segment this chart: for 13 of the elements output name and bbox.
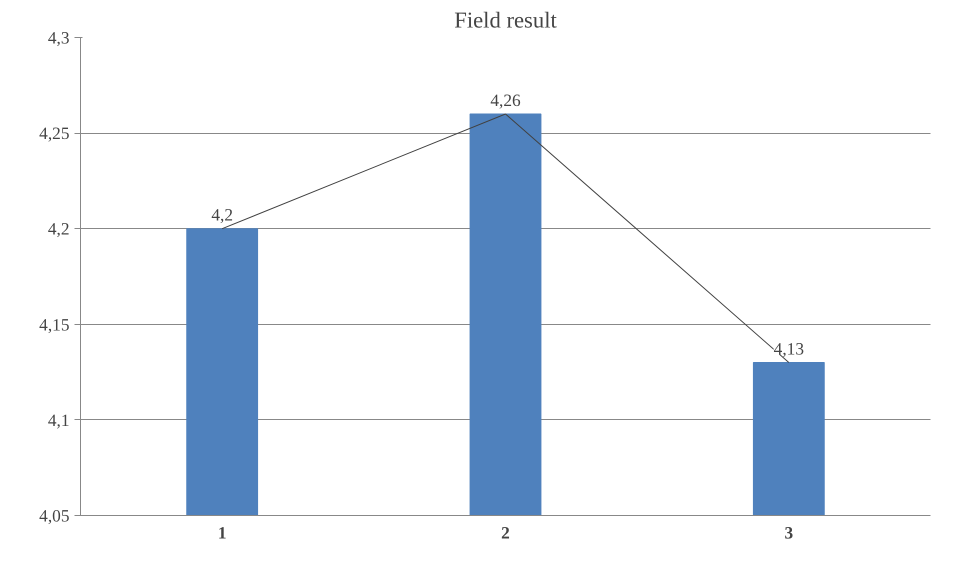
y-tick-label: 4,3	[48, 28, 70, 48]
x-tick-label: 2	[501, 524, 510, 542]
x-tick-label: 3	[784, 524, 794, 542]
data-label: 4,2	[211, 206, 234, 225]
y-tick-label: 4,15	[39, 315, 70, 334]
y-tick-label: 4,25	[39, 124, 70, 144]
data-label: 4,13	[774, 340, 804, 359]
x-tick-label: 1	[218, 524, 227, 542]
chart-title: Field result	[454, 8, 558, 32]
y-tick-label: 4,2	[48, 220, 70, 239]
data-label: 4,26	[490, 90, 521, 110]
y-tick-label: 4,05	[39, 506, 70, 526]
y-tick-label: 4,1	[48, 410, 70, 430]
